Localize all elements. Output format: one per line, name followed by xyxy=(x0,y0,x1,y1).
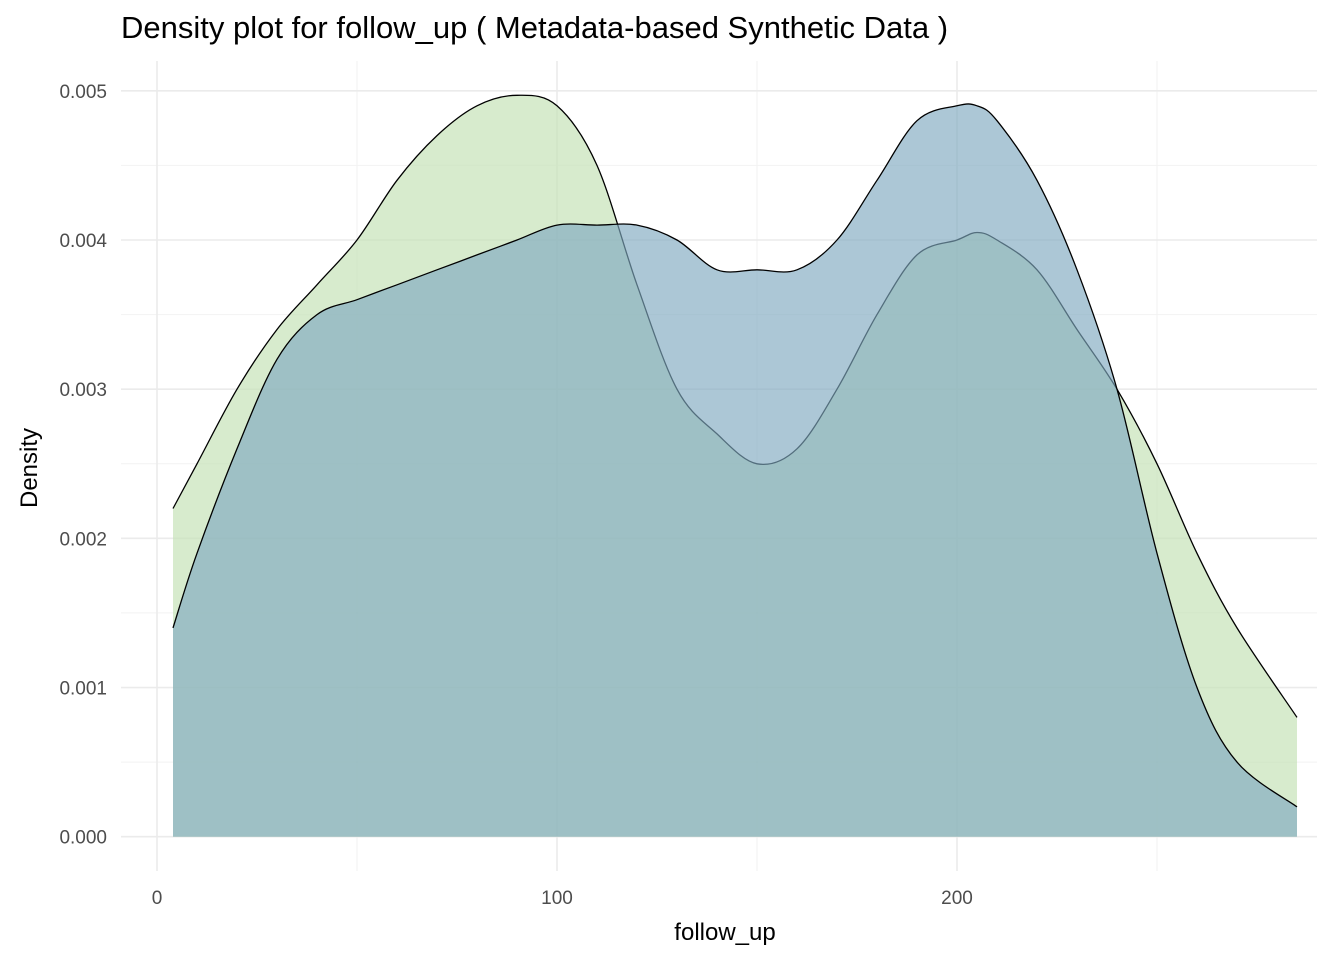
density-area-2 xyxy=(173,103,1297,837)
density-series xyxy=(172,94,1298,837)
density-curve-2 xyxy=(172,103,1298,808)
y-tick-label: 0.000 xyxy=(59,828,107,849)
x-tick-label: 100 xyxy=(541,888,573,909)
x-tick-label: 0 xyxy=(152,888,163,909)
y-tick-label: 0.002 xyxy=(59,529,107,550)
y-tick-label: 0.003 xyxy=(59,380,107,401)
y-tick-label: 0.001 xyxy=(59,679,107,700)
tick-labels: 0 100 200 0.000 0.001 0.002 0.003 0.004 0.005 xyxy=(59,82,972,909)
chart-title: Density plot for follow_up ( Metadata-ba… xyxy=(121,10,949,45)
x-tick-label: 200 xyxy=(941,888,973,909)
y-axis-title: Density xyxy=(16,428,43,508)
y-tick-label: 0.005 xyxy=(59,82,107,103)
y-tick-label: 0.004 xyxy=(59,231,107,252)
x-axis-title: follow_up xyxy=(674,919,775,946)
